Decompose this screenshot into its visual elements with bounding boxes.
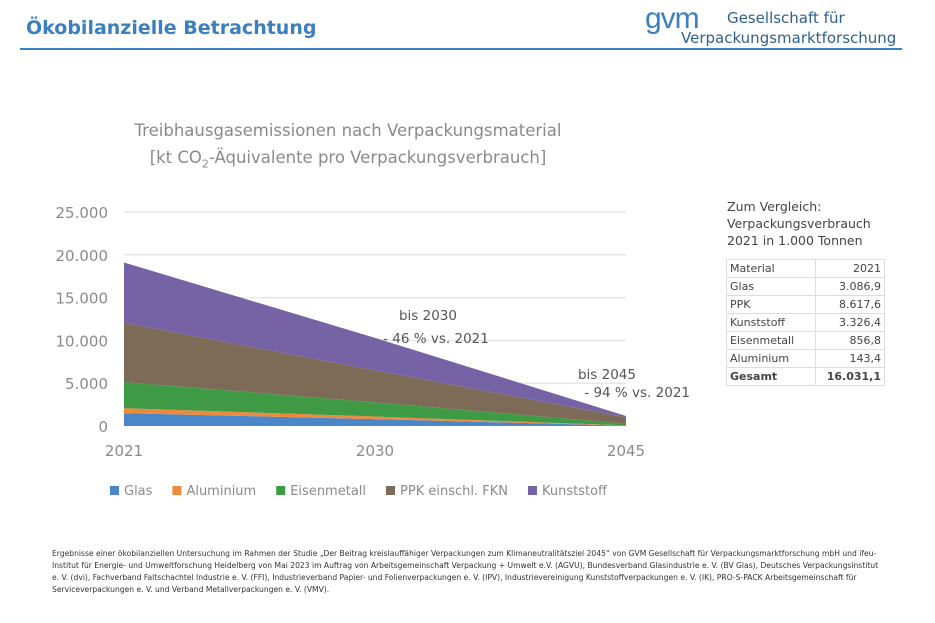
- org-name-line1: Gesellschaft für: [727, 9, 845, 27]
- x-tick-label: 2045: [607, 442, 645, 460]
- total-value: 16.031,1: [815, 367, 885, 386]
- chart-title: Treibhausgasemissionen nach Verpackungsm…: [60, 117, 636, 177]
- annotation-2030-line2: - 46 % vs. 2021: [383, 331, 489, 347]
- value-cell: 856,8: [815, 331, 885, 350]
- area-aluminium: [124, 408, 626, 426]
- legend-swatch: [110, 486, 119, 495]
- material-cell: Glas: [726, 277, 816, 296]
- material-cell: Kunststoff: [726, 313, 816, 332]
- legend-swatch: [527, 486, 537, 495]
- chart-title-line2: [kt CO2-Äquivalente pro Verpackungsverbr…: [60, 144, 636, 177]
- gvm-logo: gvm: [645, 2, 700, 35]
- y-tick-label: 5.000: [65, 375, 108, 393]
- material-cell: Aluminium: [726, 349, 816, 368]
- area-ppk-einschl-fkn: [124, 322, 626, 424]
- x-tick-label: 2021: [105, 442, 143, 460]
- y-tick-label: 15.000: [56, 290, 109, 308]
- y-tick-label: 0: [98, 418, 108, 436]
- annotation-2045-line2: - 94 % vs. 2021: [584, 385, 690, 401]
- org-name-line2: Verpackungsmarktforschung: [681, 29, 897, 47]
- legend-swatch: [172, 486, 182, 495]
- legend-swatch: [276, 486, 286, 495]
- table-header-row: Material 2021: [726, 259, 885, 278]
- y-tick-label: 10.000: [56, 332, 109, 350]
- value-cell: 3.326,4: [815, 313, 885, 332]
- comparison-heading: Zum Vergleich: Verpackungsverbrauch 2021…: [727, 198, 871, 249]
- area-eisenmetall: [124, 382, 626, 426]
- table-row: Glas 3.086,9: [726, 277, 885, 296]
- legend-label: Kunststoff: [542, 484, 608, 499]
- comparison-line1: Zum Vergleich:: [727, 199, 822, 214]
- footnote: Ergebnisse einer ökobilanziellen Untersu…: [52, 549, 879, 594]
- comparison-line3: 2021 in 1.000 Tonnen: [727, 233, 863, 248]
- annotation-2045-line1: bis 2045: [578, 367, 636, 383]
- chart-title-line1: Treibhausgasemissionen nach Verpackungsm…: [134, 121, 562, 140]
- title-part: -Äquivalente pro Verpackungsverbrauch]: [208, 148, 547, 167]
- area-kunststoff: [124, 262, 626, 418]
- legend-swatch: [386, 486, 396, 495]
- title-subscript: 2: [201, 157, 209, 171]
- value-cell: 8.617,6: [815, 295, 885, 314]
- table-row: PPK 8.617,6: [726, 295, 885, 314]
- value-cell: 3.086,9: [815, 277, 885, 296]
- comparison-line2: Verpackungsverbrauch: [727, 216, 871, 231]
- table-row: Aluminium 143,4: [726, 349, 885, 368]
- header-cell: 2021: [815, 259, 885, 278]
- header-cell: Material: [726, 259, 816, 278]
- legend-label: PPK einschl. FKN: [400, 484, 508, 499]
- legend-label: Eisenmetall: [290, 484, 366, 499]
- header-divider: [20, 48, 902, 50]
- table-total-row: Gesamt 16.031,1: [726, 367, 885, 386]
- page-title: Ökobilanzielle Betrachtung: [26, 17, 317, 39]
- legend-label: Aluminium: [186, 484, 256, 499]
- title-part: [kt CO: [149, 148, 202, 167]
- area-glas: [124, 413, 626, 426]
- material-cell: Eisenmetall: [726, 331, 816, 350]
- comparison-table: Material 2021 Glas 3.086,9 PPK 8.617,6 Kuns…: [726, 259, 885, 386]
- table-row: Kunststoff 3.326,4: [726, 313, 885, 332]
- annotation-2030-line1: bis 2030: [399, 308, 457, 324]
- table-row: Eisenmetall 856,8: [726, 331, 885, 350]
- total-label: Gesamt: [726, 367, 816, 386]
- x-tick-label: 2030: [356, 442, 394, 460]
- material-cell: PPK: [726, 295, 816, 314]
- value-cell: 143,4: [815, 349, 885, 368]
- y-tick-label: 25.000: [56, 204, 109, 222]
- legend-label: Glas: [124, 484, 153, 499]
- y-tick-label: 20.000: [56, 247, 109, 265]
